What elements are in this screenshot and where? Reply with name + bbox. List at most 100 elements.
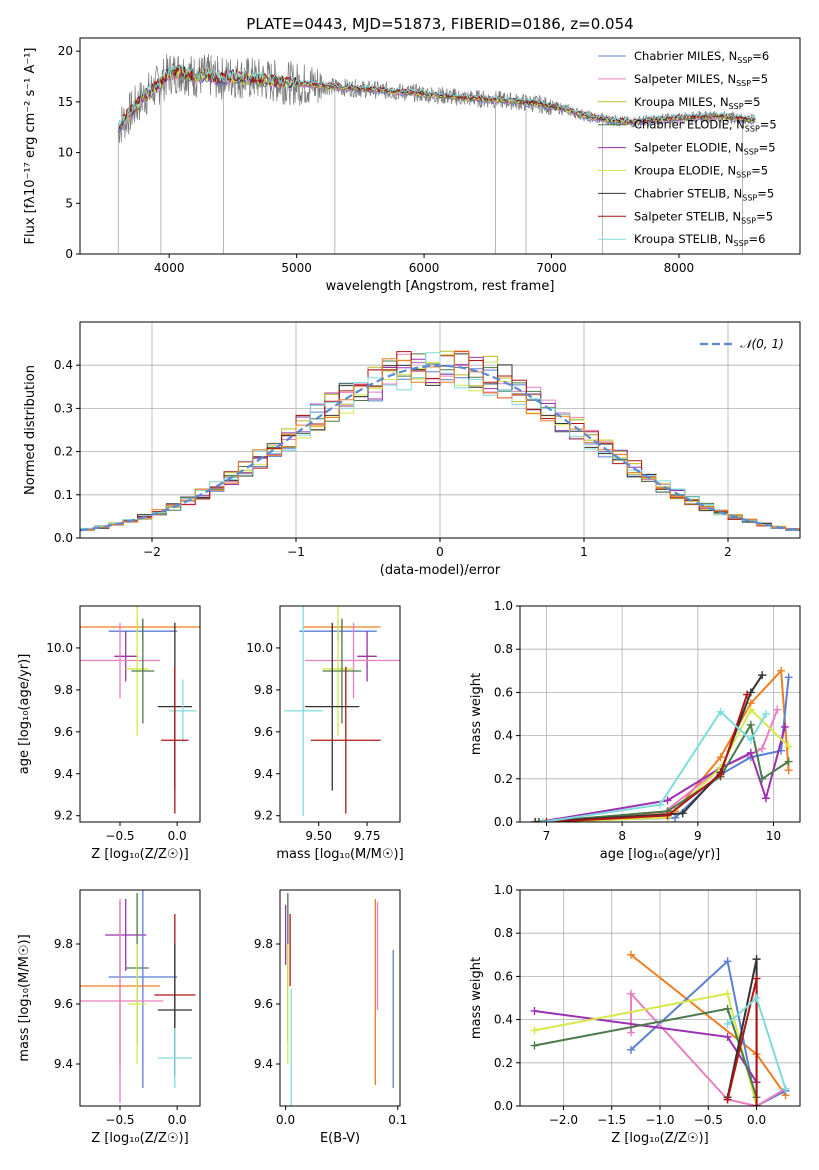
x-tick-label: −2.0	[549, 1113, 578, 1127]
y-tick-label: 5	[65, 196, 73, 210]
y-axis-label: mass weight	[469, 957, 484, 1039]
weight-marker	[784, 766, 793, 775]
weight-marker	[746, 735, 755, 744]
panel-age-vs-mass: 9.50 9.75 9.2 9.4 9.6 9.8 10.0 mass [log₁₀(M/M☉…	[246, 605, 404, 862]
weight-line	[546, 708, 790, 822]
y-tick-label: 9.6	[54, 725, 73, 739]
weight-marker	[530, 1041, 539, 1050]
model-line	[117, 64, 756, 130]
legend-label: Salpeter ELODIE, NSSP=5	[634, 141, 776, 157]
x-tick-label: −1.5	[597, 1113, 626, 1127]
y-tick-label: 20	[58, 44, 73, 58]
x-tick-label: 0.0	[168, 1113, 187, 1127]
legend-label: Salpeter MILES, NSSP=5	[634, 72, 768, 88]
y-tick-label: 9.4	[254, 1057, 273, 1071]
axes-frame	[279, 889, 401, 1107]
weight-marker	[743, 690, 752, 699]
weight-marker	[752, 974, 761, 983]
weight-marker	[761, 710, 770, 718]
chart-title: PLATE=0443, MJD=51873, FIBERID=0186, z=0…	[246, 15, 633, 33]
panel-spectrum: 4000 5000 6000 7000 8000 0 5 10 15 20 wavelength […	[23, 37, 801, 294]
x-tick-label: 7	[543, 829, 551, 843]
x-tick-label: 2	[724, 545, 732, 559]
weight-marker	[784, 742, 793, 751]
x-tick-label: 10	[766, 829, 781, 843]
x-tick-label: −0.5	[105, 829, 134, 843]
weight-line	[538, 726, 786, 822]
plot-area	[283, 606, 400, 816]
weight-marker	[627, 989, 636, 998]
x-tick-label: 0.0	[747, 1113, 766, 1127]
weight-marker	[784, 673, 793, 682]
weight-marker	[530, 1006, 539, 1015]
y-tick-label: 9.4	[254, 767, 273, 781]
y-tick-label: 9.2	[54, 809, 73, 823]
y-tick-label: 0.6	[494, 685, 513, 699]
x-tick-label: 9.75	[354, 829, 381, 843]
plot-area	[284, 893, 394, 1106]
plot-area	[117, 53, 756, 254]
y-tick-label: 0.0	[494, 815, 513, 829]
x-axis-label: wavelength [Angstrom, rest frame]	[326, 279, 555, 294]
axes-frame	[79, 889, 201, 1107]
y-axis-label: Flux [fλ10⁻¹⁷ erg cm⁻² s⁻¹ A⁻¹]	[23, 48, 38, 245]
y-axis-label: mass weight	[469, 673, 484, 755]
weight-marker	[752, 955, 761, 964]
y-tick-label: 9.8	[54, 937, 73, 951]
weight-marker	[752, 994, 761, 1002]
x-tick-label: −1.0	[645, 1113, 674, 1127]
y-tick-label: 10	[58, 146, 73, 160]
plot-area	[531, 666, 793, 822]
weight-marker	[663, 796, 672, 805]
y-tick-label: 0.0	[494, 1099, 513, 1113]
y-tick-label: 9.4	[54, 767, 73, 781]
y-tick-label: 0.4	[54, 358, 73, 372]
weight-marker	[752, 1102, 761, 1106]
weight-marker	[627, 1028, 636, 1037]
x-tick-label: −1	[287, 545, 305, 559]
y-tick-label: 0.3	[54, 401, 73, 415]
y-tick-label: 0.6	[494, 969, 513, 983]
weight-marker	[723, 957, 732, 966]
weight-marker	[723, 1019, 732, 1028]
weight-marker	[746, 748, 755, 757]
plot-area	[80, 890, 196, 1103]
y-tick-label: 0.2	[494, 772, 513, 786]
y-tick-label: 0.0	[54, 531, 73, 545]
weight-marker	[723, 1004, 732, 1013]
panel-weight-vs-age: 7 8 9 10 0.0 0.2 0.4 0.6 0.8 1.0 age [log₁₀(age/yr…	[469, 599, 801, 862]
panel-mass-vs-Z: −0.5 0.0 9.4 9.6 9.8 Z [log₁₀(Z/Z☉)] mass [log…	[17, 889, 201, 1146]
x-tick-label: −2	[143, 545, 161, 559]
x-tick-label: 8	[618, 829, 626, 843]
weight-marker	[531, 818, 540, 822]
y-tick-label: 0.4	[494, 1013, 513, 1027]
y-tick-label: 9.8	[254, 683, 273, 697]
weight-marker	[716, 707, 725, 716]
weight-marker	[784, 757, 793, 766]
weight-marker	[777, 666, 786, 675]
weight-marker	[538, 818, 547, 822]
legend-label: Chabrier ELODIE, NSSP=5	[634, 118, 777, 134]
x-tick-label: 0	[436, 545, 444, 559]
x-axis-label: Z [log₁₀(Z/Z☉)]	[611, 1131, 708, 1146]
weight-line	[538, 722, 790, 822]
y-tick-label: 0.2	[494, 1056, 513, 1070]
weight-line	[534, 1010, 758, 1083]
x-tick-label: 0.0	[276, 1113, 295, 1127]
weight-marker	[542, 818, 551, 822]
axes-frame	[279, 605, 401, 823]
x-axis-label: age [log₁₀(age/yr)]	[600, 847, 721, 862]
panel-mass-vs-EBV: 0.0 0.1 9.4 9.6 9.8 E(B-V)	[254, 889, 407, 1146]
y-tick-label: 0.1	[54, 488, 73, 502]
y-tick-label: 1.0	[494, 883, 513, 897]
y-tick-label: 9.8	[54, 683, 73, 697]
x-tick-label: 5000	[281, 261, 312, 275]
x-axis-label: mass [log₁₀(M/M☉)]	[276, 847, 403, 862]
axes-frame	[79, 321, 801, 539]
y-tick-label: 0.4	[494, 729, 513, 743]
weight-line	[534, 1007, 758, 1098]
y-tick-label: 10.0	[46, 641, 73, 655]
x-axis-label: E(B-V)	[320, 1131, 360, 1146]
legend-label: Kroupa STELIB, NSSP=6	[634, 232, 765, 248]
